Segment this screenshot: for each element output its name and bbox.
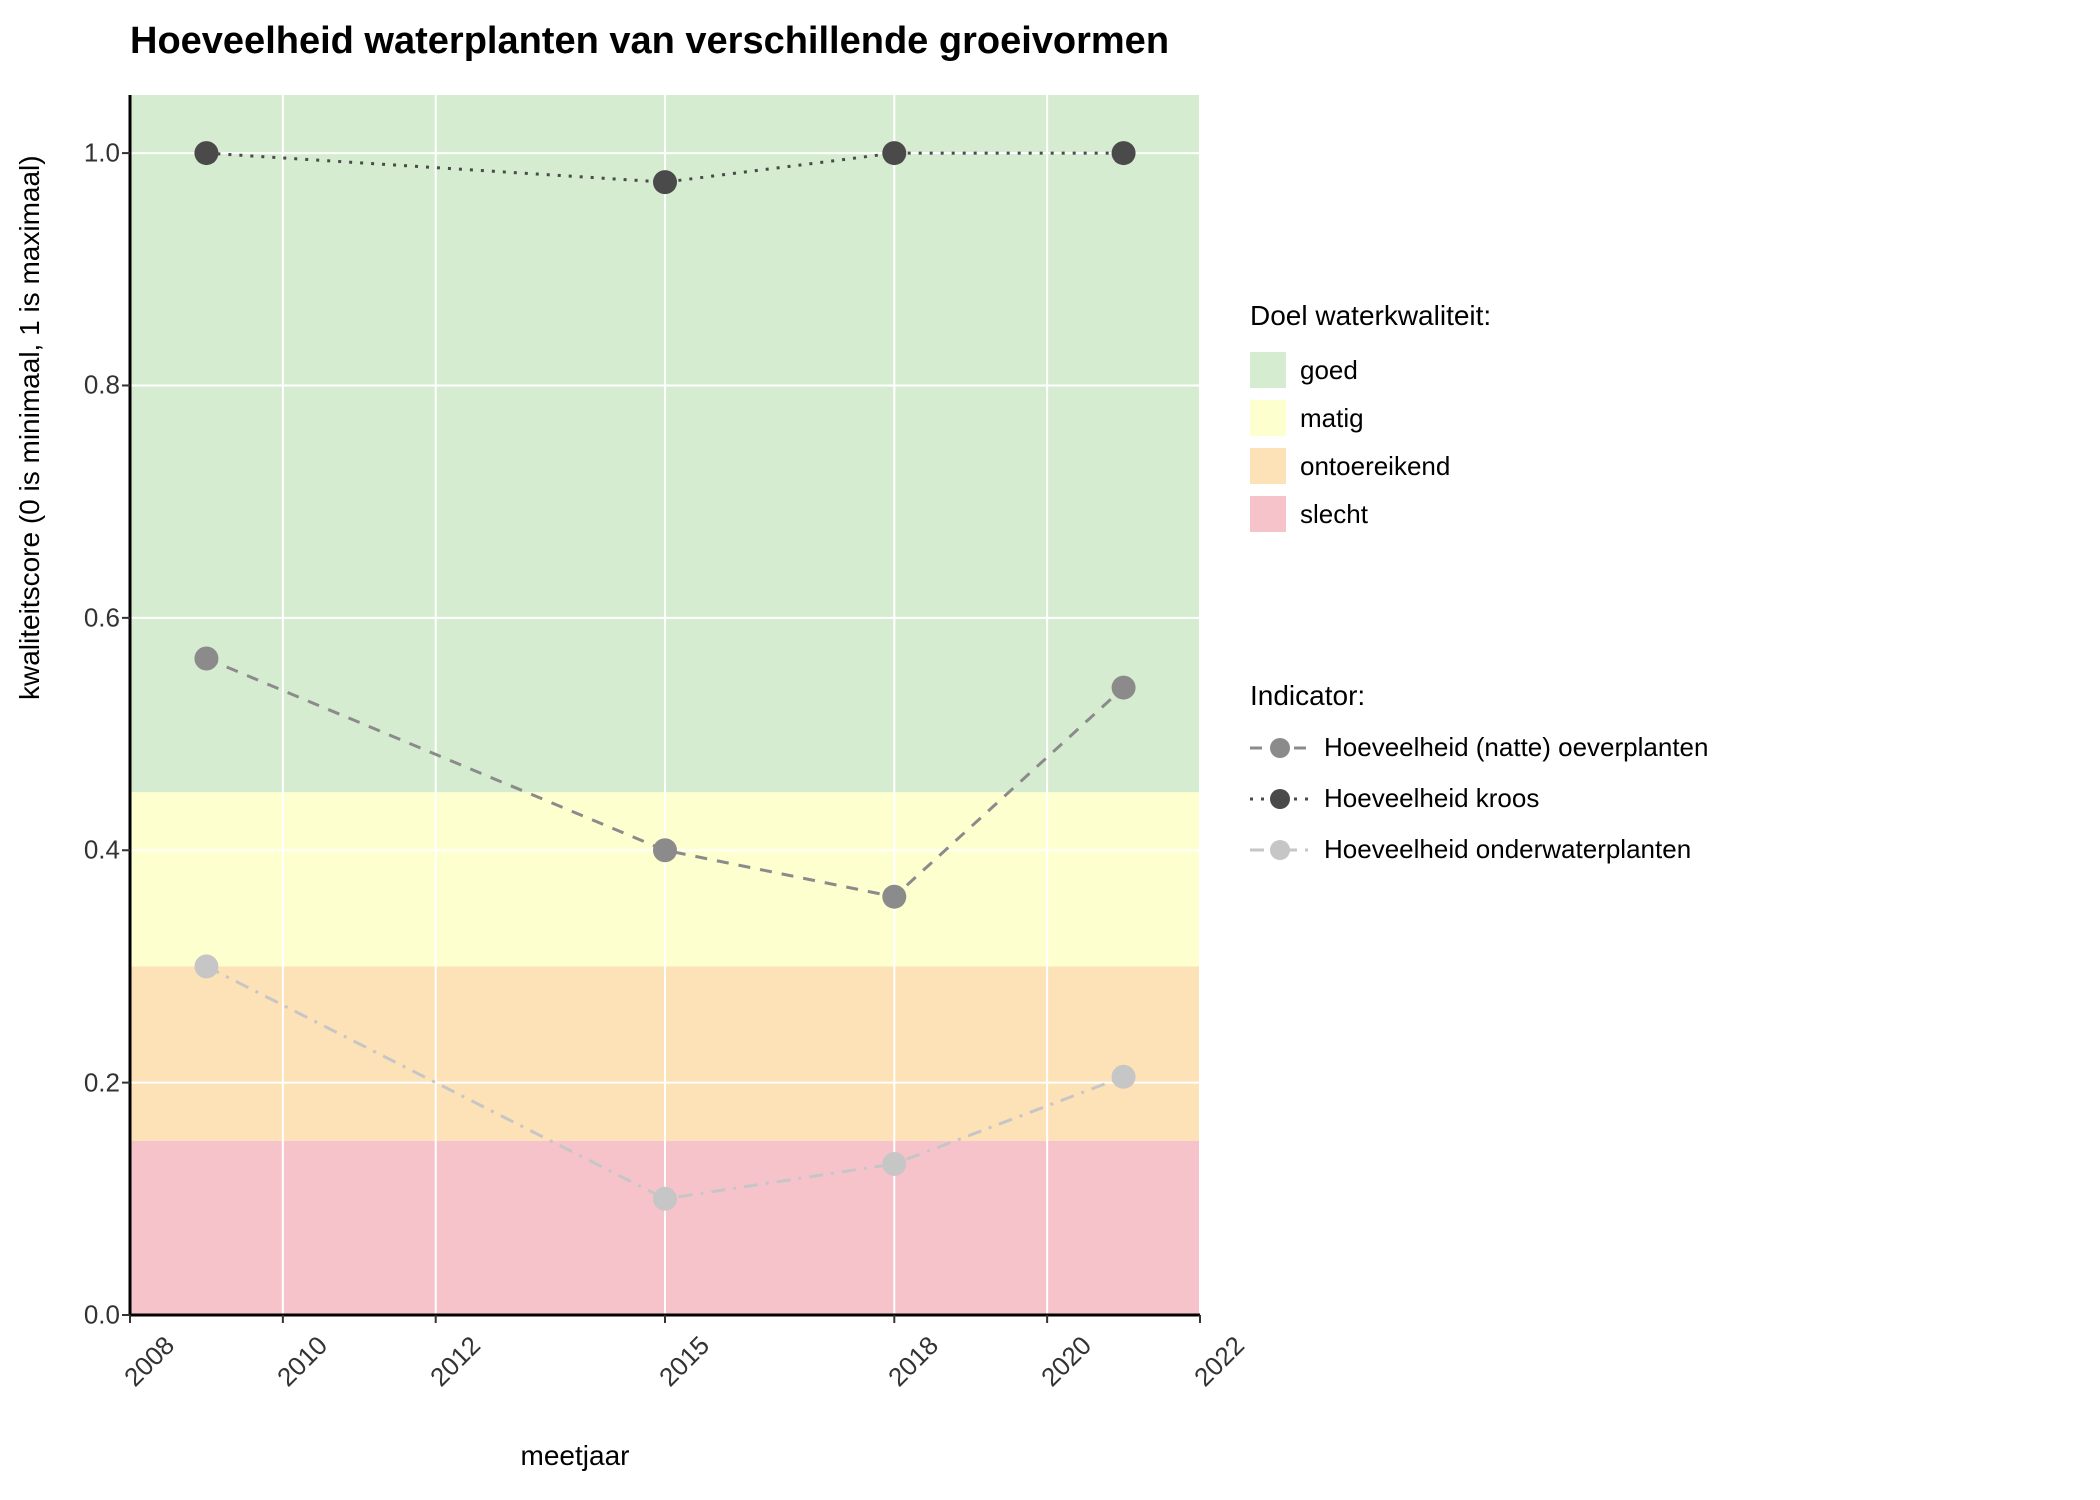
legend-band-label: matig	[1300, 403, 1364, 434]
series-point	[1112, 676, 1136, 700]
legend-band-item: ontoereikend	[1250, 448, 2050, 484]
chart-title: Hoeveelheid waterplanten van verschillen…	[130, 20, 1169, 63]
y-tick-label: 0.8	[84, 370, 120, 401]
legend-swatch	[1250, 496, 1286, 532]
legend-series-label: Hoeveelheid kroos	[1324, 783, 1539, 814]
series-point	[882, 885, 906, 909]
legend-swatch	[1250, 400, 1286, 436]
y-tick-label: 0.4	[84, 835, 120, 866]
y-axis-label: kwaliteitscore (0 is minimaal, 1 is maxi…	[14, 155, 46, 700]
x-tick-label: 2010	[271, 1330, 334, 1393]
legend-bands-title: Doel waterkwaliteit:	[1250, 300, 2050, 332]
legend-band-label: goed	[1300, 355, 1358, 386]
legend-band-item: goed	[1250, 352, 2050, 388]
series-point	[653, 170, 677, 194]
legend-band-item: slecht	[1250, 496, 2050, 532]
series-point	[882, 1152, 906, 1176]
legend-series: Indicator: Hoeveelheid (natte) oeverplan…	[1250, 680, 2050, 885]
series-point	[653, 838, 677, 862]
legend-series-item: Hoeveelheid onderwaterplanten	[1250, 834, 2050, 865]
legend-series-item: Hoeveelheid (natte) oeverplanten	[1250, 732, 2050, 763]
series-point	[1112, 1065, 1136, 1089]
x-tick-label: 2022	[1188, 1330, 1251, 1393]
series-point	[653, 1187, 677, 1211]
legend-band-item: matig	[1250, 400, 2050, 436]
legend-series-title: Indicator:	[1250, 680, 2050, 712]
x-tick-label: 2018	[882, 1330, 945, 1393]
legend-band-label: slecht	[1300, 499, 1368, 530]
x-tick-label: 2020	[1035, 1330, 1098, 1393]
legend-swatch	[1250, 352, 1286, 388]
legend-series-label: Hoeveelheid onderwaterplanten	[1324, 834, 1691, 865]
plot-area	[130, 95, 1200, 1315]
legend-series-label: Hoeveelheid (natte) oeverplanten	[1324, 732, 1708, 763]
legend-band-label: ontoereikend	[1300, 451, 1450, 482]
legend-bands: Doel waterkwaliteit: goed matig ontoereike…	[1250, 300, 2050, 544]
y-tick-label: 0.0	[84, 1300, 120, 1331]
legend-series-marker	[1250, 733, 1310, 763]
y-tick-label: 0.2	[84, 1067, 120, 1098]
x-tick-label: 2015	[653, 1330, 716, 1393]
legend-swatch	[1250, 448, 1286, 484]
series-point	[194, 647, 218, 671]
series-point	[1112, 141, 1136, 165]
y-tick-label: 1.0	[84, 138, 120, 169]
series-point	[194, 141, 218, 165]
series-point	[882, 141, 906, 165]
x-tick-label: 2012	[424, 1330, 487, 1393]
y-tick-label: 0.6	[84, 602, 120, 633]
x-axis-label: meetjaar	[521, 1440, 630, 1472]
legend-series-item: Hoeveelheid kroos	[1250, 783, 2050, 814]
legend-series-marker	[1250, 784, 1310, 814]
x-tick-label: 2008	[118, 1330, 181, 1393]
chart-container: Hoeveelheid waterplanten van verschillen…	[0, 0, 2100, 1500]
series-point	[194, 954, 218, 978]
legend-series-marker	[1250, 835, 1310, 865]
